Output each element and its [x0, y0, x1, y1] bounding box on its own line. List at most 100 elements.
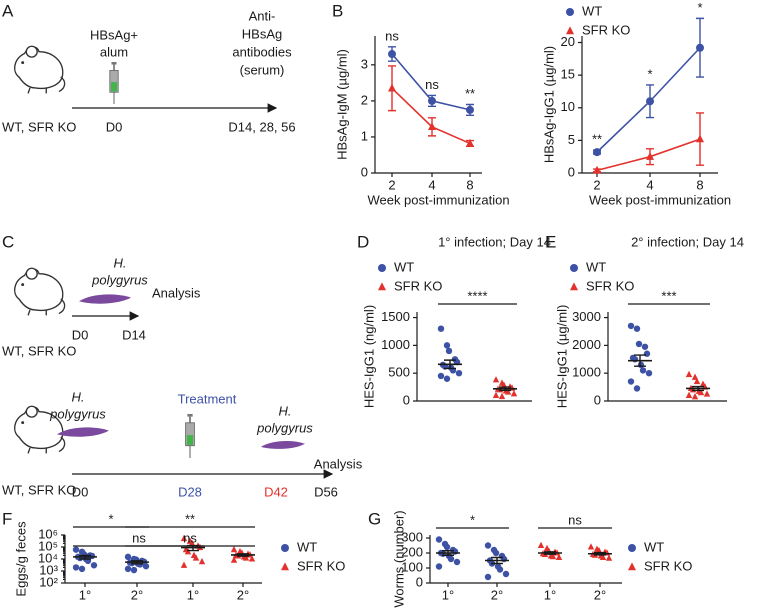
y-tick-label: 0 [416, 574, 423, 589]
legend-marker [566, 26, 574, 35]
data-point [693, 377, 701, 385]
data-point [72, 564, 80, 571]
data-point [443, 543, 451, 551]
data-point [635, 340, 643, 348]
y-tick-label: 300 [401, 529, 423, 544]
significance-label: **** [467, 288, 487, 303]
data-point [248, 555, 256, 562]
y-tick-label: 100 [401, 559, 423, 574]
data-point [492, 376, 500, 383]
y-axis-label: Eggs/g feces [13, 521, 28, 597]
infection-text: polygyrus [256, 420, 313, 435]
panel-label: C [2, 232, 14, 251]
data-point [691, 393, 699, 400]
data-point [637, 361, 645, 369]
legend-label: WT [644, 539, 664, 554]
data-point [192, 554, 200, 561]
x-tick-label: 2° [491, 587, 503, 602]
sem-bar [237, 553, 249, 557]
y-tick-label: 10⁶ [38, 526, 58, 541]
x-tick-label: 2° [237, 587, 249, 602]
data-point [484, 573, 492, 581]
timeline-label: D28 [178, 484, 202, 499]
series-line [596, 138, 701, 172]
data-point [180, 534, 188, 542]
y-tick-label: 2000 [572, 337, 601, 352]
mouse-label: WT, SFR KO [2, 343, 76, 358]
readout-text: (serum) [240, 62, 285, 77]
significance-label: ns [425, 77, 439, 92]
x-tick-label: 2 [388, 177, 395, 192]
significance-label: * [470, 512, 475, 527]
y-tick-label: 1000 [381, 337, 410, 352]
readout-text: antibodies [232, 44, 292, 59]
x-tick-label: 4 [428, 177, 435, 192]
data-point [428, 122, 436, 131]
y-axis-label: Worms (number) [391, 510, 406, 607]
significance-label: ns [568, 512, 582, 527]
data-point [646, 152, 654, 160]
data-point [466, 138, 474, 147]
data-point [496, 566, 504, 573]
data-point [697, 388, 705, 396]
legend-label: WT [394, 259, 414, 274]
y-tick-label: 15 [561, 67, 575, 82]
data-point [90, 562, 98, 569]
legend-label: SFR KO [586, 278, 634, 293]
mouse-icon [14, 267, 66, 317]
data-point [685, 391, 693, 398]
endpoint-text: Analysis [314, 456, 363, 471]
sem-bar [79, 554, 91, 560]
legend-label: WT [582, 3, 602, 18]
data-point [78, 565, 86, 573]
legend-label: SFR KO [394, 278, 442, 293]
data-point [198, 557, 206, 565]
data-point [466, 105, 474, 114]
injection-text: HBsAg+ [90, 27, 138, 42]
x-tick-label: 4 [646, 177, 653, 192]
significance-label: * [697, 0, 702, 15]
timeline-label: D42 [264, 484, 288, 499]
panel-label: B [332, 1, 343, 20]
significance-label: * [108, 511, 113, 526]
sem-bar [491, 556, 503, 565]
y-tick-label: 10 [561, 99, 575, 114]
y-tick-label: 20 [561, 34, 575, 49]
y-tick-label: 2 [361, 92, 368, 107]
y-tick-label: 5 [568, 132, 575, 147]
data-point [504, 388, 512, 395]
x-axis-label: Week post-immunization [589, 192, 731, 207]
timeline-label: D0 [72, 327, 89, 342]
worm-icon [57, 427, 109, 437]
syringe-icon [108, 62, 120, 104]
data-point [447, 555, 455, 563]
x-tick-label: 8 [696, 177, 703, 192]
readout-text: HBsAg [242, 26, 282, 41]
data-point [230, 545, 238, 553]
data-point [631, 356, 639, 363]
y-tick-label: 500 [388, 365, 410, 380]
x-tick-label: 1° [442, 587, 454, 602]
data-point [593, 148, 601, 157]
legend-marker [628, 544, 636, 552]
data-point [696, 134, 704, 143]
mouse-icon [14, 45, 66, 95]
data-point [555, 553, 563, 561]
data-point [633, 325, 641, 332]
infection-text: polygyrus [91, 272, 148, 287]
data-point [142, 563, 150, 570]
data-point [685, 370, 693, 378]
injection-text: alum [100, 44, 128, 59]
data-point [230, 556, 238, 563]
data-point [242, 554, 250, 561]
legend-label: SFR KO [644, 558, 692, 573]
x-axis-label: Week post-immunization [367, 192, 509, 207]
x-tick-label: 2 [593, 177, 600, 192]
y-tick-label: 0 [594, 392, 601, 407]
y-tick-label: 1000 [572, 365, 601, 380]
panel-label: G [368, 509, 381, 528]
data-point [72, 546, 80, 553]
data-point [627, 378, 635, 385]
data-point [443, 342, 451, 349]
y-tick-label: 0 [568, 164, 575, 179]
